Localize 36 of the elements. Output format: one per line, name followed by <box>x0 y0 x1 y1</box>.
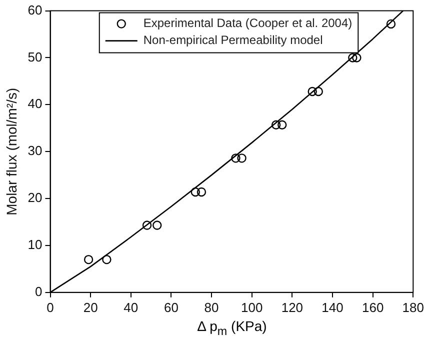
x-tick-label: 60 <box>164 300 178 315</box>
point <box>271 120 281 130</box>
point <box>84 254 94 264</box>
point <box>308 86 317 96</box>
point <box>152 220 162 230</box>
y-axis-title: Molar flux (mol/m²/s) <box>3 88 20 216</box>
point <box>190 187 200 197</box>
x-axis-title: Δ p$_{m}$ (KPa) <box>196 318 268 338</box>
point <box>352 53 362 62</box>
point <box>102 254 112 264</box>
x-tick-label: 100 <box>241 300 263 315</box>
x-tick-label: 180 <box>402 300 424 315</box>
x-tick-label: 0 <box>46 300 54 315</box>
y-tick-label: 50 <box>28 49 42 64</box>
x-tick-label: 80 <box>204 300 219 315</box>
x-tick-label: 140 <box>322 300 344 315</box>
point <box>314 86 323 96</box>
point <box>196 187 206 197</box>
y-tick-label: 10 <box>28 237 42 252</box>
x-tick-label: 40 <box>124 300 138 315</box>
y-tick-label: 60 <box>28 2 42 18</box>
y-tick-label: 0 <box>35 284 42 299</box>
legend-label: Non-empirical Permeability model <box>143 33 323 48</box>
point <box>231 154 240 163</box>
point <box>348 53 358 62</box>
y-tick-label: 30 <box>28 143 42 158</box>
point <box>278 120 287 130</box>
x-tick-label: 160 <box>362 300 384 315</box>
legend-label: Experimental Data (Cooper et al. 2004) <box>143 16 352 30</box>
point <box>386 19 396 29</box>
point <box>142 220 152 230</box>
x-tick-label: 20 <box>83 300 98 315</box>
y-tick-label: 20 <box>28 190 42 206</box>
point <box>237 154 246 163</box>
x-tick-label: 120 <box>281 300 304 315</box>
y-tick-label: 40 <box>28 96 42 112</box>
